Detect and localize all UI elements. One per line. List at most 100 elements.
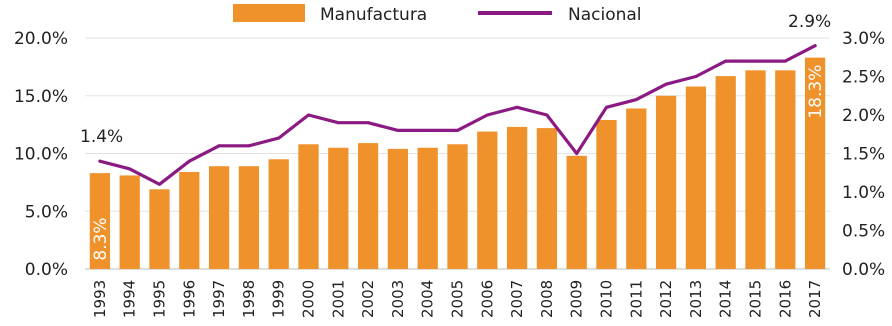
bar	[179, 171, 200, 269]
line-point	[515, 105, 519, 109]
x-tick-label: 2000	[300, 280, 318, 318]
x-tick-label: 2017	[806, 280, 824, 318]
right-tick-label: 2.5%	[842, 68, 885, 88]
x-tick-label: 2014	[717, 280, 735, 318]
line-point	[307, 113, 310, 117]
bar	[268, 159, 289, 269]
legend-swatch-manufactura	[233, 4, 305, 22]
x-tick-label: 1995	[151, 280, 169, 318]
line-point	[783, 59, 787, 63]
bar	[626, 108, 647, 269]
bar	[685, 86, 707, 269]
bar	[655, 95, 677, 269]
legend: Manufactura Nacional	[233, 4, 642, 25]
x-tick-label: 1998	[240, 280, 258, 318]
line-point	[485, 113, 489, 117]
line-point	[724, 59, 728, 63]
line-point	[98, 159, 102, 163]
left-tick-label: 15.0%	[14, 87, 68, 107]
left-axis: 0.0% 5.0% 10.0% 15.0% 20.0%	[14, 29, 68, 280]
bar-series-manufactura	[89, 57, 826, 270]
legend-label-nacional: Nacional	[568, 5, 642, 25]
left-tick-label: 10.0%	[14, 145, 68, 165]
line-point	[634, 98, 638, 102]
line-point	[664, 82, 668, 86]
line-point	[426, 128, 430, 132]
x-tick-label: 2006	[478, 280, 496, 318]
line-point	[545, 113, 549, 117]
bar	[357, 143, 379, 269]
x-tick-label: 1996	[180, 280, 198, 318]
bar	[745, 70, 766, 269]
bar	[238, 166, 260, 269]
x-tick-label: 2012	[657, 280, 675, 318]
x-axis: 1993 1994 1995 1996 1997 1998 1999 2000 2001 2002…	[91, 280, 824, 318]
line-point	[754, 59, 757, 63]
bar	[417, 147, 438, 269]
left-tick-label: 20.0%	[14, 29, 68, 49]
bar	[596, 120, 617, 269]
line-point	[247, 144, 251, 148]
right-tick-label: 0.0%	[842, 260, 885, 280]
x-tick-label: 2005	[449, 280, 467, 318]
x-tick-label: 2003	[389, 280, 407, 318]
x-tick-label: 1993	[91, 280, 109, 318]
bar	[715, 76, 736, 270]
line-point	[217, 144, 221, 148]
x-tick-label: 2001	[329, 280, 347, 318]
legend-label-manufactura: Manufactura	[320, 5, 427, 25]
left-tick-label: 0.0%	[25, 260, 68, 280]
bar	[506, 126, 528, 269]
bar	[387, 148, 409, 269]
line-point	[336, 121, 340, 125]
left-tick-label: 5.0%	[25, 202, 68, 222]
right-tick-label: 1.5%	[842, 145, 885, 165]
x-tick-label: 2011	[627, 280, 645, 318]
bar	[208, 166, 230, 269]
x-tick-label: 1997	[210, 280, 228, 318]
line-point	[277, 136, 281, 140]
line-point	[813, 44, 817, 48]
bar	[149, 189, 170, 269]
bar	[447, 144, 468, 269]
bar	[775, 70, 796, 269]
x-tick-label: 2015	[747, 280, 765, 318]
bar	[298, 144, 319, 269]
line-point	[366, 121, 370, 125]
bar	[536, 128, 558, 269]
bar-first-label: 8.3%	[91, 217, 111, 260]
annotations: 1.4% 2.9% 8.3% 18.3%	[80, 12, 831, 261]
bar-last-label: 18.3%	[806, 65, 826, 119]
right-tick-label: 2.0%	[842, 106, 885, 126]
bar	[804, 57, 826, 270]
bar	[477, 131, 498, 269]
x-tick-label: 1999	[270, 280, 288, 318]
x-tick-label: 1994	[121, 280, 139, 318]
right-tick-label: 3.0%	[842, 29, 885, 49]
right-tick-label: 1.0%	[842, 183, 885, 203]
bar	[89, 173, 111, 269]
x-tick-label: 2004	[419, 280, 437, 318]
line-point	[158, 182, 161, 186]
x-tick-label: 2007	[508, 280, 526, 318]
x-tick-label: 2010	[598, 280, 616, 318]
bar	[328, 147, 349, 269]
line-point	[396, 128, 400, 132]
line-point	[187, 159, 191, 163]
bar	[566, 155, 587, 269]
x-tick-label: 2002	[359, 280, 377, 318]
x-tick-label: 2008	[538, 280, 556, 318]
x-tick-label: 2016	[776, 280, 794, 318]
line-point	[128, 167, 132, 171]
bar	[119, 175, 140, 269]
line-point	[575, 152, 579, 155]
line-last-label: 2.9%	[788, 12, 831, 32]
right-axis: 0.0% 0.5% 1.0% 1.5% 2.0% 2.5% 3.0%	[842, 29, 885, 280]
line-point	[605, 105, 608, 109]
line-first-label: 1.4%	[80, 127, 123, 147]
line-point	[456, 128, 459, 132]
line-series-nacional	[98, 44, 817, 186]
line-point	[694, 75, 698, 78]
x-tick-label: 2009	[568, 280, 586, 318]
